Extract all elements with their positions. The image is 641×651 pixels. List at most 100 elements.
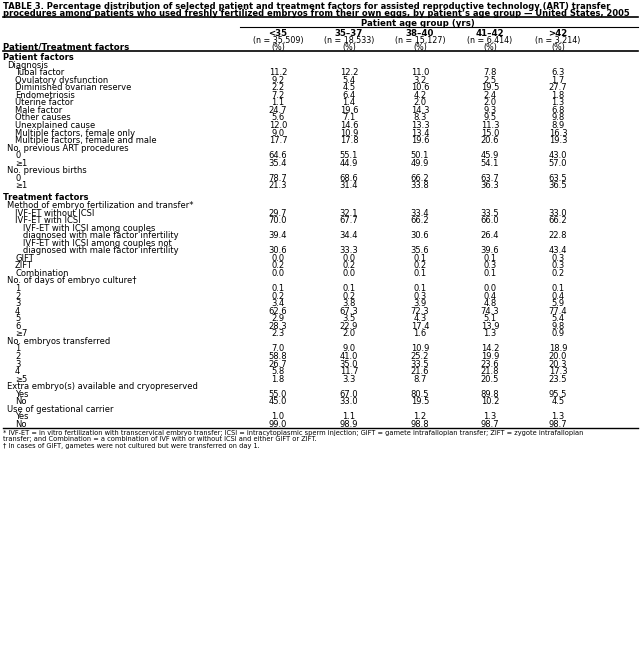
Text: Combination: Combination — [15, 269, 69, 278]
Text: Treatment factors: Treatment factors — [3, 193, 88, 202]
Text: 7.0: 7.0 — [271, 344, 285, 353]
Text: Multiple factors, female only: Multiple factors, female only — [15, 128, 135, 137]
Text: 23.6: 23.6 — [481, 359, 499, 368]
Text: 9.8: 9.8 — [551, 322, 565, 331]
Text: 5.1: 5.1 — [483, 314, 497, 324]
Text: 19.6: 19.6 — [340, 106, 358, 115]
Text: 25.2: 25.2 — [411, 352, 429, 361]
Text: 70.0: 70.0 — [269, 216, 287, 225]
Text: 0: 0 — [15, 151, 21, 160]
Text: 41–42: 41–42 — [476, 29, 504, 38]
Text: IVF-ET with ICSI: IVF-ET with ICSI — [15, 216, 81, 225]
Text: 9.8: 9.8 — [551, 113, 565, 122]
Text: 1.1: 1.1 — [271, 98, 285, 107]
Text: 50.1: 50.1 — [411, 151, 429, 160]
Text: diagnosed with male factor infertility: diagnosed with male factor infertility — [15, 246, 179, 255]
Text: (%): (%) — [271, 43, 285, 52]
Text: 1.2: 1.2 — [413, 412, 426, 421]
Text: IVF-ET without ICSI: IVF-ET without ICSI — [15, 208, 94, 217]
Text: 41.0: 41.0 — [340, 352, 358, 361]
Text: 11.7: 11.7 — [340, 367, 358, 376]
Text: 11.3: 11.3 — [481, 121, 499, 130]
Text: No. of days of embryo culture†: No. of days of embryo culture† — [7, 277, 137, 286]
Text: 95.5: 95.5 — [549, 390, 567, 398]
Text: 15.0: 15.0 — [481, 128, 499, 137]
Text: 33.3: 33.3 — [340, 246, 358, 255]
Text: Uterine factor: Uterine factor — [15, 98, 73, 107]
Text: 8.3: 8.3 — [413, 113, 427, 122]
Text: 3: 3 — [15, 299, 21, 308]
Text: Diminished ovarian reserve: Diminished ovarian reserve — [15, 83, 131, 92]
Text: 9.5: 9.5 — [483, 113, 497, 122]
Text: 18.9: 18.9 — [549, 344, 567, 353]
Text: 0.3: 0.3 — [551, 262, 565, 270]
Text: 9.0: 9.0 — [342, 344, 356, 353]
Text: 23.5: 23.5 — [549, 374, 567, 383]
Text: 5.4: 5.4 — [342, 76, 356, 85]
Text: 4: 4 — [15, 307, 21, 316]
Text: 30.6: 30.6 — [411, 231, 429, 240]
Text: 19.5: 19.5 — [481, 83, 499, 92]
Text: 58.8: 58.8 — [269, 352, 287, 361]
Text: 17.7: 17.7 — [269, 136, 287, 145]
Text: 14.3: 14.3 — [411, 106, 429, 115]
Text: 1.3: 1.3 — [483, 412, 497, 421]
Text: 98.8: 98.8 — [411, 420, 429, 429]
Text: 5.4: 5.4 — [551, 314, 565, 324]
Text: 30.6: 30.6 — [269, 246, 287, 255]
Text: 0.2: 0.2 — [551, 269, 565, 278]
Text: 0.0: 0.0 — [342, 269, 356, 278]
Text: 39.4: 39.4 — [269, 231, 287, 240]
Text: Male factor: Male factor — [15, 106, 62, 115]
Text: 2.0: 2.0 — [413, 98, 426, 107]
Text: 34.4: 34.4 — [340, 231, 358, 240]
Text: 7.2: 7.2 — [271, 90, 285, 100]
Text: diagnosed with male factor infertility: diagnosed with male factor infertility — [15, 231, 179, 240]
Text: (%): (%) — [483, 43, 497, 52]
Text: 0.0: 0.0 — [342, 254, 356, 263]
Text: No. previous births: No. previous births — [7, 166, 87, 175]
Text: 66.2: 66.2 — [411, 174, 429, 183]
Text: Patient age group (yrs): Patient age group (yrs) — [361, 19, 475, 28]
Text: 2.0: 2.0 — [342, 329, 356, 339]
Text: 1.0: 1.0 — [271, 412, 285, 421]
Text: 10.2: 10.2 — [481, 397, 499, 406]
Text: 0.1: 0.1 — [342, 284, 356, 293]
Text: 98.9: 98.9 — [340, 420, 358, 429]
Text: 3.9: 3.9 — [413, 299, 427, 308]
Text: No. embryos transferred: No. embryos transferred — [7, 337, 110, 346]
Text: Multiple factors, female and male: Multiple factors, female and male — [15, 136, 156, 145]
Text: 8.7: 8.7 — [413, 374, 427, 383]
Text: Tubal factor: Tubal factor — [15, 68, 64, 77]
Text: 89.8: 89.8 — [481, 390, 499, 398]
Text: 99.0: 99.0 — [269, 420, 287, 429]
Text: 1.1: 1.1 — [342, 412, 356, 421]
Text: 67.0: 67.0 — [340, 390, 358, 398]
Text: 67.7: 67.7 — [340, 216, 358, 225]
Text: 1.3: 1.3 — [483, 329, 497, 339]
Text: 14.2: 14.2 — [481, 344, 499, 353]
Text: 55.1: 55.1 — [340, 151, 358, 160]
Text: Method of embryo fertilization and transfer*: Method of embryo fertilization and trans… — [7, 201, 194, 210]
Text: 45.9: 45.9 — [481, 151, 499, 160]
Text: No: No — [15, 420, 26, 429]
Text: 24.7: 24.7 — [269, 106, 287, 115]
Text: GIFT: GIFT — [15, 254, 34, 263]
Text: 0: 0 — [15, 174, 21, 183]
Text: (%): (%) — [342, 43, 356, 52]
Text: 77.4: 77.4 — [549, 307, 567, 316]
Text: 5: 5 — [15, 314, 21, 324]
Text: Other causes: Other causes — [15, 113, 71, 122]
Text: 0.2: 0.2 — [271, 262, 285, 270]
Text: 6.3: 6.3 — [551, 68, 565, 77]
Text: ≥7: ≥7 — [15, 329, 28, 339]
Text: * IVF-ET = in vitro fertilization with transcervical embryo transfer; ICSI = int: * IVF-ET = in vitro fertilization with t… — [3, 430, 583, 436]
Text: ≥5: ≥5 — [15, 374, 28, 383]
Text: 0.3: 0.3 — [551, 254, 565, 263]
Text: 5.6: 5.6 — [271, 113, 285, 122]
Text: 13.4: 13.4 — [411, 128, 429, 137]
Text: 3.2: 3.2 — [413, 76, 427, 85]
Text: 7.1: 7.1 — [342, 113, 356, 122]
Text: 0.9: 0.9 — [551, 329, 565, 339]
Text: transfer; and Combination = a combination of IVF with or without ICSI and either: transfer; and Combination = a combinatio… — [3, 436, 317, 443]
